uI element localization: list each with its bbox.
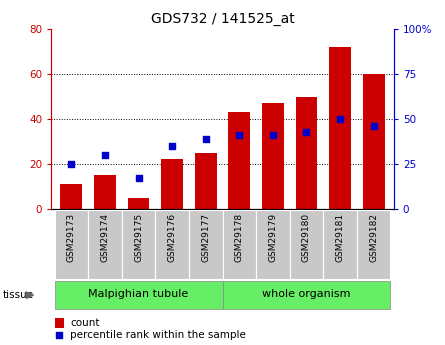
Text: count: count bbox=[70, 318, 100, 328]
Text: GSM29175: GSM29175 bbox=[134, 213, 143, 262]
Bar bbox=[94, 175, 116, 209]
Bar bbox=[155, 210, 189, 279]
Bar bbox=[122, 210, 155, 279]
Text: GSM29177: GSM29177 bbox=[201, 213, 210, 262]
Bar bbox=[195, 152, 217, 209]
Point bbox=[269, 132, 276, 138]
Bar bbox=[55, 210, 88, 279]
Text: tissue: tissue bbox=[2, 290, 33, 300]
Point bbox=[56, 332, 63, 337]
Text: percentile rank within the sample: percentile rank within the sample bbox=[70, 330, 246, 339]
Text: GSM29176: GSM29176 bbox=[168, 213, 177, 262]
Bar bbox=[189, 210, 222, 279]
Point bbox=[135, 176, 142, 181]
Text: GSM29180: GSM29180 bbox=[302, 213, 311, 262]
Text: GSM29179: GSM29179 bbox=[268, 213, 277, 262]
Text: Malpighian tubule: Malpighian tubule bbox=[89, 289, 189, 299]
Point bbox=[303, 129, 310, 134]
Text: GSM29174: GSM29174 bbox=[101, 213, 109, 262]
Bar bbox=[262, 104, 284, 209]
Bar bbox=[323, 210, 357, 279]
Text: GSM29178: GSM29178 bbox=[235, 213, 244, 262]
Bar bbox=[61, 184, 82, 209]
Point bbox=[370, 124, 377, 129]
Text: ▶: ▶ bbox=[26, 290, 35, 300]
Bar bbox=[357, 210, 390, 279]
Point bbox=[101, 152, 109, 158]
Text: GDS732 / 141525_at: GDS732 / 141525_at bbox=[150, 12, 295, 26]
Bar bbox=[55, 318, 64, 328]
Bar bbox=[222, 281, 390, 309]
Text: GSM29181: GSM29181 bbox=[336, 213, 344, 262]
Bar bbox=[329, 47, 351, 209]
Text: GSM29173: GSM29173 bbox=[67, 213, 76, 262]
Bar bbox=[256, 210, 290, 279]
Text: whole organism: whole organism bbox=[262, 289, 351, 299]
Bar bbox=[55, 281, 222, 309]
Text: GSM29182: GSM29182 bbox=[369, 213, 378, 262]
Bar bbox=[88, 210, 122, 279]
Bar bbox=[222, 210, 256, 279]
Point bbox=[336, 116, 344, 122]
Point bbox=[68, 161, 75, 167]
Bar bbox=[363, 74, 384, 209]
Bar bbox=[161, 159, 183, 209]
Bar bbox=[128, 197, 150, 209]
Bar bbox=[228, 112, 250, 209]
Point bbox=[236, 132, 243, 138]
Point bbox=[202, 136, 209, 141]
Point bbox=[169, 143, 176, 149]
Bar bbox=[290, 210, 323, 279]
Bar bbox=[295, 97, 317, 209]
